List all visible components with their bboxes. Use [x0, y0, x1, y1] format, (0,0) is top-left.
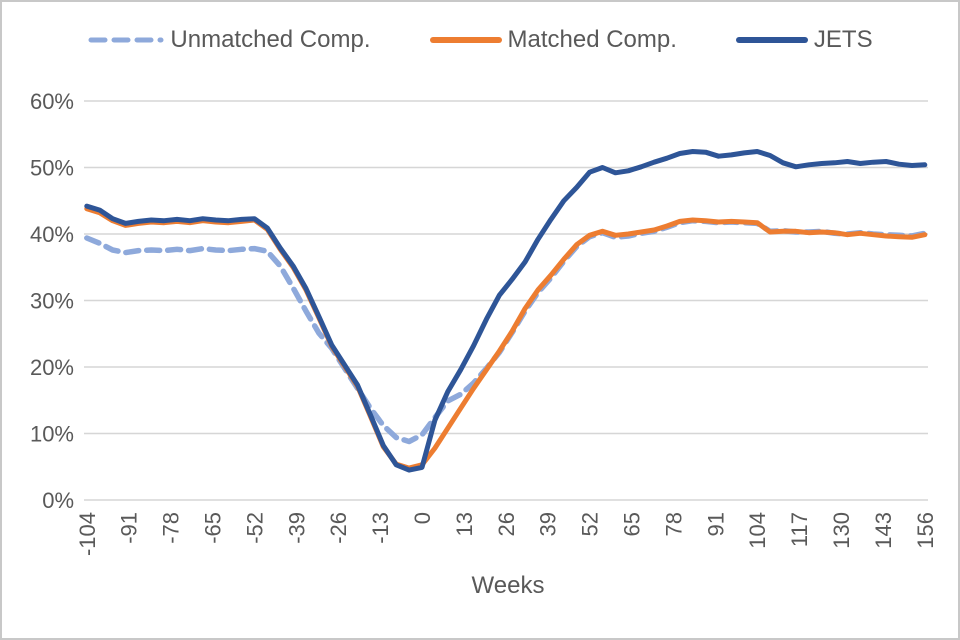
x-tick-label-52: 52 [578, 512, 603, 536]
x-tick-label--78: -78 [159, 512, 184, 544]
legend-item-unmatched-comp: Unmatched Comp. [87, 26, 371, 54]
chart-legend: Unmatched Comp. Matched Comp. JETS [2, 26, 958, 54]
legend-label-unmatched-comp: Unmatched Comp. [170, 26, 371, 53]
legend-label-jets: JETS [813, 26, 873, 53]
legend-swatch-blue-icon [735, 37, 808, 43]
legend-swatch-orange-icon [429, 37, 502, 43]
x-tick-label-26: 26 [494, 512, 519, 536]
x-axis-title: Weeks [471, 572, 545, 599]
x-tick-label--104: -104 [75, 512, 100, 556]
legend-item-matched-comp: Matched Comp. [429, 26, 677, 54]
series-line-jets [84, 149, 928, 473]
x-tick-label-78: 78 [661, 512, 686, 536]
y-tick-label-20: 20% [30, 355, 74, 380]
y-tick-label-30: 30% [30, 289, 74, 314]
y-tick-label-40: 40% [30, 222, 74, 247]
y-tick-label-10: 10% [30, 422, 74, 447]
x-tick-label-104: 104 [745, 512, 770, 549]
legend-swatch-dashed-icon [88, 37, 164, 43]
x-tick-label--52: -52 [242, 512, 267, 544]
legend-label-matched-comp: Matched Comp. [507, 26, 677, 53]
x-tick-label--13: -13 [368, 512, 393, 544]
x-tick-label-65: 65 [620, 512, 645, 536]
x-tick-label-156: 156 [913, 512, 938, 549]
x-tick-label--26: -26 [326, 512, 351, 544]
y-tick-label-0: 0% [42, 488, 74, 513]
y-tick-label-60: 60% [30, 89, 74, 114]
x-tick-label--91: -91 [117, 512, 142, 544]
series-line-unmatched-comp [84, 217, 928, 445]
x-tick-label-117: 117 [787, 512, 812, 547]
x-tick-label--65: -65 [200, 512, 225, 544]
x-tick-label-143: 143 [871, 512, 896, 549]
x-tick-label-0: 0 [410, 512, 435, 524]
x-tick-label-13: 13 [452, 512, 477, 536]
y-tick-label-50: 50% [30, 156, 74, 181]
x-tick-label-130: 130 [829, 512, 854, 549]
legend-item-jets: JETS [735, 26, 873, 54]
x-tick-label-39: 39 [536, 512, 561, 536]
x-tick-label--39: -39 [284, 512, 309, 544]
x-tick-label-91: 91 [703, 512, 728, 536]
